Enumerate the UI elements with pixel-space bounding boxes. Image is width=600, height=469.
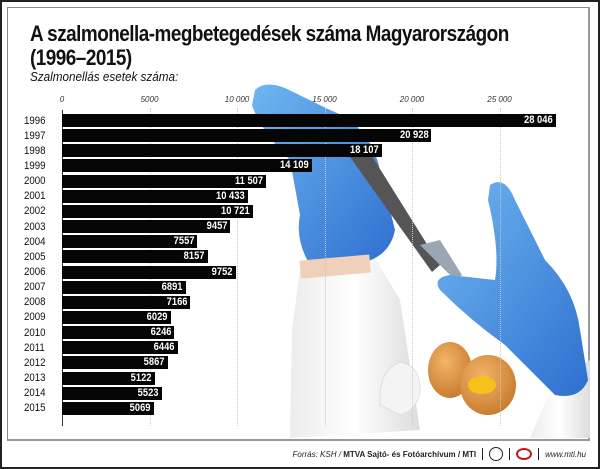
year-label: 2008 xyxy=(24,296,46,309)
mtva-logo-icon xyxy=(489,447,504,461)
bar: 18 107 xyxy=(62,144,382,158)
bar-value-label: 5069 xyxy=(129,401,151,414)
bar: 10 721 xyxy=(62,204,253,218)
year-label: 2012 xyxy=(24,356,46,369)
bar: 7166 xyxy=(62,295,191,309)
bar: 14 109 xyxy=(62,159,312,173)
source-agency: MTVA Sajtó- és Fotóarchívum / MTI xyxy=(343,449,477,459)
year-label: 2005 xyxy=(24,250,46,263)
year-label: 2006 xyxy=(24,266,46,278)
bar-value-label: 5523 xyxy=(137,386,159,399)
bar-value-label: 20 928 xyxy=(399,129,429,142)
x-tick-label: 5000 xyxy=(140,95,159,104)
x-tick-label: 20 000 xyxy=(399,95,425,104)
bar-value-label: 11 507 xyxy=(235,174,264,187)
website-link[interactable]: www.mti.hu xyxy=(545,449,586,459)
year-label: 1997 xyxy=(24,129,46,142)
bar-value-label: 5867 xyxy=(143,356,165,369)
year-label: 2002 xyxy=(24,205,46,218)
bar: 8157 xyxy=(62,250,208,264)
bar-value-label: 10 721 xyxy=(221,204,250,217)
bar: 5523 xyxy=(62,386,162,400)
chart-title: A szalmonella-megbetegedések száma Magya… xyxy=(30,22,509,70)
bar-value-label: 18 107 xyxy=(350,144,379,157)
bar: 9457 xyxy=(62,220,231,234)
bar: 6246 xyxy=(62,326,175,340)
year-label: 1998 xyxy=(24,144,46,157)
mti-logo-icon xyxy=(516,448,533,460)
year-label: 2000 xyxy=(24,175,46,188)
bar-value-label: 6246 xyxy=(150,326,172,339)
year-label: 2001 xyxy=(24,190,46,203)
bar: 6446 xyxy=(62,341,178,355)
year-label: 2013 xyxy=(24,372,46,385)
bar: 5122 xyxy=(62,371,155,385)
gridline xyxy=(237,108,238,426)
bar-value-label: 6891 xyxy=(161,280,183,293)
pipette-icon xyxy=(345,145,462,280)
bar-value-label: 9457 xyxy=(206,220,228,233)
x-tick-label: 15 000 xyxy=(312,95,337,104)
separator xyxy=(509,448,511,460)
separator xyxy=(482,448,484,460)
year-label: 2011 xyxy=(24,341,45,354)
bar-value-label: 8157 xyxy=(183,250,205,263)
bar: 6891 xyxy=(62,280,186,294)
bar-value-label: 6029 xyxy=(146,310,168,323)
x-tick-label: 10 000 xyxy=(224,95,250,104)
year-label: 1996 xyxy=(24,114,46,127)
bar: 11 507 xyxy=(62,174,267,188)
bar: 9752 xyxy=(62,265,236,279)
separator xyxy=(538,448,540,460)
glove-right-icon xyxy=(437,182,588,396)
year-label: 1999 xyxy=(24,159,46,172)
bar-value-label: 7166 xyxy=(166,295,188,308)
title-line-2: (1996–2015) xyxy=(30,45,132,70)
year-label: 2010 xyxy=(24,326,46,339)
bar: 20 928 xyxy=(62,129,432,143)
bar-value-label: 14 109 xyxy=(280,159,309,172)
gridline xyxy=(499,108,501,426)
bar: 7557 xyxy=(62,235,198,249)
bar-value-label: 10 433 xyxy=(215,189,245,202)
bar-value-label: 9752 xyxy=(211,265,233,278)
x-tick-label: 0 xyxy=(59,95,65,104)
year-label: 2009 xyxy=(24,311,46,324)
bar: 10 433 xyxy=(62,189,248,203)
bar: 5867 xyxy=(62,356,168,370)
bar-value-label: 6446 xyxy=(153,341,175,354)
bar: 28 046 xyxy=(62,114,556,127)
year-label: 2014 xyxy=(24,387,46,400)
chart-subtitle: Szalmonellás esetek száma: xyxy=(30,69,179,84)
source-text: Forrás: KSH / MTVA Sajtó- és Fotóarchívu… xyxy=(293,450,477,459)
x-tick-label: 25 000 xyxy=(487,95,512,104)
title-line-1: A szalmonella-megbetegedések száma Magya… xyxy=(30,21,509,46)
year-label: 2004 xyxy=(24,235,46,248)
bar-value-label: 7557 xyxy=(173,235,195,248)
year-label: 2007 xyxy=(24,281,46,294)
bar-value-label: 5122 xyxy=(130,371,152,384)
source-prefix: Forrás: KSH / xyxy=(292,449,344,459)
bar: 5069 xyxy=(62,401,154,415)
eggs-icon xyxy=(379,342,516,416)
bar-value-label: 28 046 xyxy=(524,114,553,126)
gridline xyxy=(412,108,413,426)
year-label: 2003 xyxy=(24,220,46,233)
footer: Forrás: KSH / MTVA Sajtó- és Fotóarchívu… xyxy=(293,447,586,461)
gridline xyxy=(324,108,326,426)
year-label: 2015 xyxy=(24,402,46,415)
bar: 6029 xyxy=(62,310,171,324)
